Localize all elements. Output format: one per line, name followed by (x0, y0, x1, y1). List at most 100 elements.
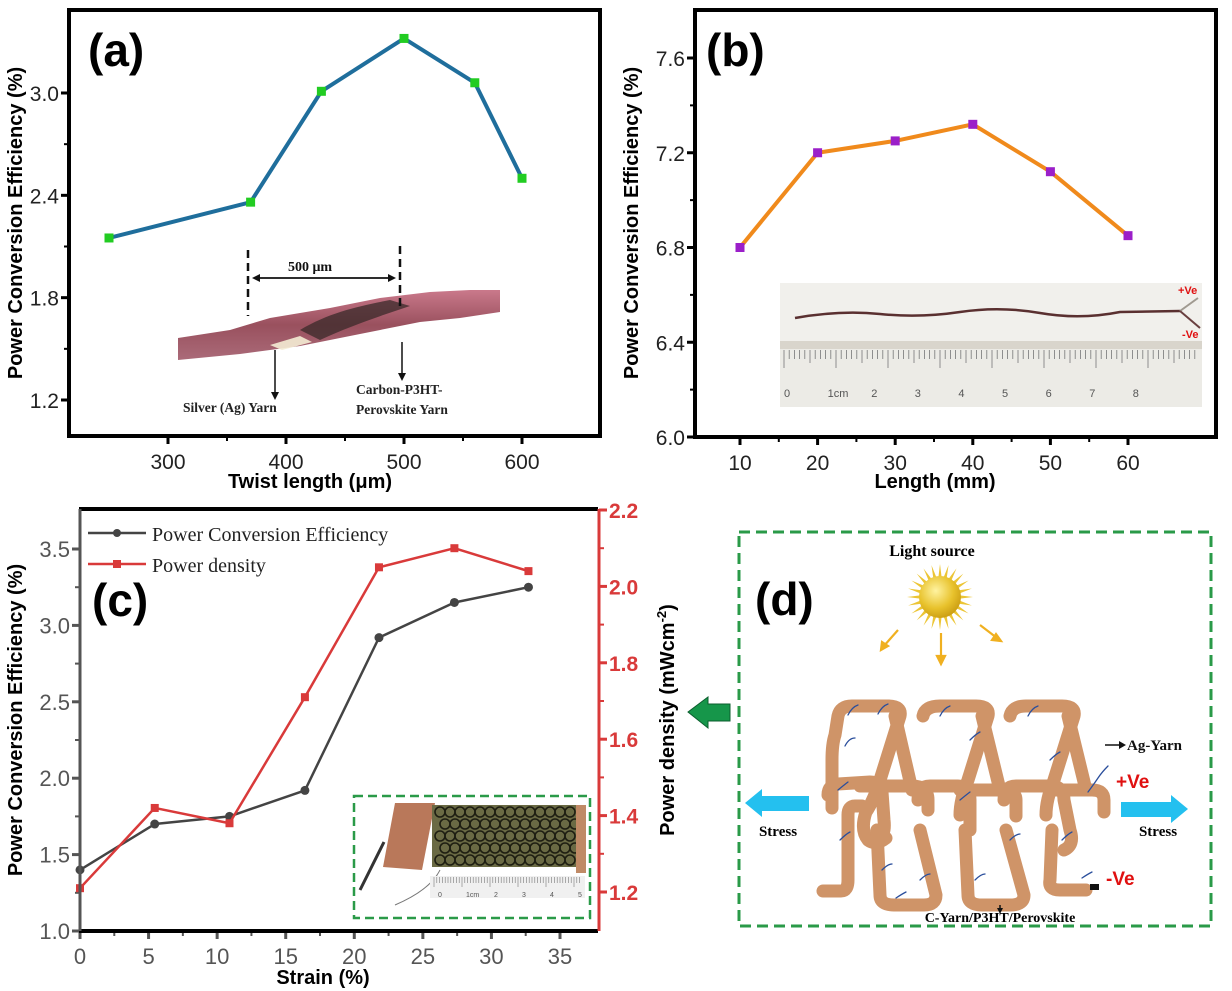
plot-area-b: 10 20 30 40 50 606.06.46.87.27.6 (656, 48, 1140, 475)
data-point (524, 567, 533, 576)
x-tick-label: 20 (342, 944, 366, 969)
stress-right-arrow-icon (1121, 795, 1188, 823)
ruler-label: 4 (550, 892, 554, 899)
panel-a: 500 μm Silver (Ag) Yarn Carbon-P3HT- Per… (5, 8, 602, 493)
y-tick-label: 1.0 (39, 919, 70, 944)
x-tick-label: 25 (411, 944, 435, 969)
y-tick-label: 7.2 (656, 143, 685, 166)
sun-ray (952, 609, 964, 621)
x-tick-label: 10 (728, 452, 751, 475)
plot-area-c: 0 5 10 15 20 25 30 351.01.52.02.53.03.51.21.41.… (39, 500, 638, 969)
inset-fabric-photo: 0 1cm 2 3 4 5 (352, 794, 592, 920)
x-tick-label: 500 (386, 451, 421, 474)
x-tick-label: 30 (479, 944, 503, 969)
fabric-loop (564, 854, 576, 866)
y-right-tick-label: 2.2 (609, 500, 638, 523)
ruler-label: 8 (1133, 388, 1139, 400)
ruler-b: 0 1cm 2 3 4 5 6 7 8 (783, 350, 1196, 400)
x-axis-label-b: Length (mm) (874, 471, 995, 493)
ruler-label: 4 (958, 388, 964, 400)
x-tick-label: 600 (504, 451, 539, 474)
data-point (517, 173, 527, 183)
sun-ray (958, 588, 972, 594)
ruler-label: 1cm (828, 388, 849, 400)
ruler-label: 3 (915, 388, 921, 400)
plus-terminal-label: +Ve (1116, 772, 1149, 793)
sun-ray (948, 568, 957, 581)
x-tick-label: 300 (150, 451, 185, 474)
y-tick-label: 6.4 (656, 332, 686, 355)
y-tick-label: 6.0 (656, 427, 685, 450)
series-line-0 (108, 36, 524, 240)
ag-yarn-label: Ag-Yarn (1127, 738, 1183, 754)
sun-ray (938, 616, 942, 630)
sun-ray (952, 573, 964, 585)
y-tick-label: 3.0 (30, 83, 59, 106)
x-axis-label-a: Twist length (μm) (228, 471, 392, 493)
ruler-label: 0 (438, 892, 442, 899)
sun-ray (907, 595, 921, 599)
panel-d: (d) Light source (737, 530, 1213, 928)
sun-icon (907, 564, 973, 630)
y-tick-label: 1.2 (30, 390, 59, 413)
sun-ray (916, 609, 928, 621)
y-tick-label: 2.5 (39, 690, 70, 715)
inset-minus-label: -Ve (1182, 329, 1199, 341)
sun-ray (908, 600, 922, 606)
ruler-label: 3 (522, 892, 526, 899)
link-arrow-icon (687, 696, 731, 730)
data-point (374, 563, 383, 572)
panel-label-c: (c) (92, 574, 148, 626)
x-tick-label: 5 (142, 944, 154, 969)
label-silver-yarn: Silver (Ag) Yarn (183, 400, 277, 415)
x-tick-label: 35 (548, 944, 572, 969)
panel-label-b: (b) (706, 24, 765, 76)
plot-area-a: 300 400 500 600 1.2 1.8 2.4 3.0 (30, 33, 540, 474)
inset-plus-label: +Ve (1178, 285, 1197, 297)
y-tick-label: 1.5 (39, 843, 70, 868)
sun-ray (958, 600, 972, 606)
x-tick-label: 30 (884, 452, 907, 475)
axes-frame-a (67, 8, 602, 438)
x-tick-label: 0 (74, 944, 86, 969)
ruler-label: 0 (784, 388, 790, 400)
y-axis-label-a: Power Conversion Efficiency (%) (5, 67, 27, 379)
data-point (813, 148, 823, 158)
data-point (735, 243, 745, 252)
data-point (1123, 231, 1133, 241)
x-tick-label: 40 (961, 452, 984, 475)
sun-ray (948, 613, 957, 626)
series-line-0 (738, 122, 1130, 249)
x-tick-label: 15 (273, 944, 297, 969)
y-tick-label: 1.8 (30, 288, 59, 311)
sun-ray (956, 605, 969, 614)
y-right-tick-label: 1.8 (609, 653, 639, 676)
sun-ray (908, 588, 922, 594)
sun-ray (916, 573, 928, 585)
data-point (470, 78, 480, 88)
y-right-tick-label: 1.4 (609, 806, 639, 829)
x-tick-label: 60 (1116, 452, 1139, 475)
data-point (523, 582, 533, 592)
light-rays-icon (879, 624, 1004, 667)
sun-ray (923, 613, 932, 626)
data-point (300, 785, 310, 795)
sun-ray (931, 565, 937, 579)
data-point (150, 803, 159, 812)
y-axis-label-c: Power Conversion Efficiency (%) (5, 564, 27, 876)
sun-ray (959, 595, 973, 599)
data-point (450, 544, 459, 553)
data-point (104, 233, 114, 243)
ruler-label: 2 (871, 388, 877, 400)
sun-ray (911, 580, 924, 589)
x-tick-label: 50 (1039, 452, 1062, 475)
stress-right-label: Stress (1139, 824, 1177, 840)
stress-left-label: Stress (759, 824, 797, 840)
data-point (1045, 167, 1055, 177)
sun-ray (956, 580, 969, 589)
ruler-label: 7 (1089, 388, 1095, 400)
x-tick-label: 400 (268, 451, 303, 474)
y-right-tick-label: 1.2 (609, 882, 638, 905)
panel-label-d: (d) (755, 573, 814, 625)
